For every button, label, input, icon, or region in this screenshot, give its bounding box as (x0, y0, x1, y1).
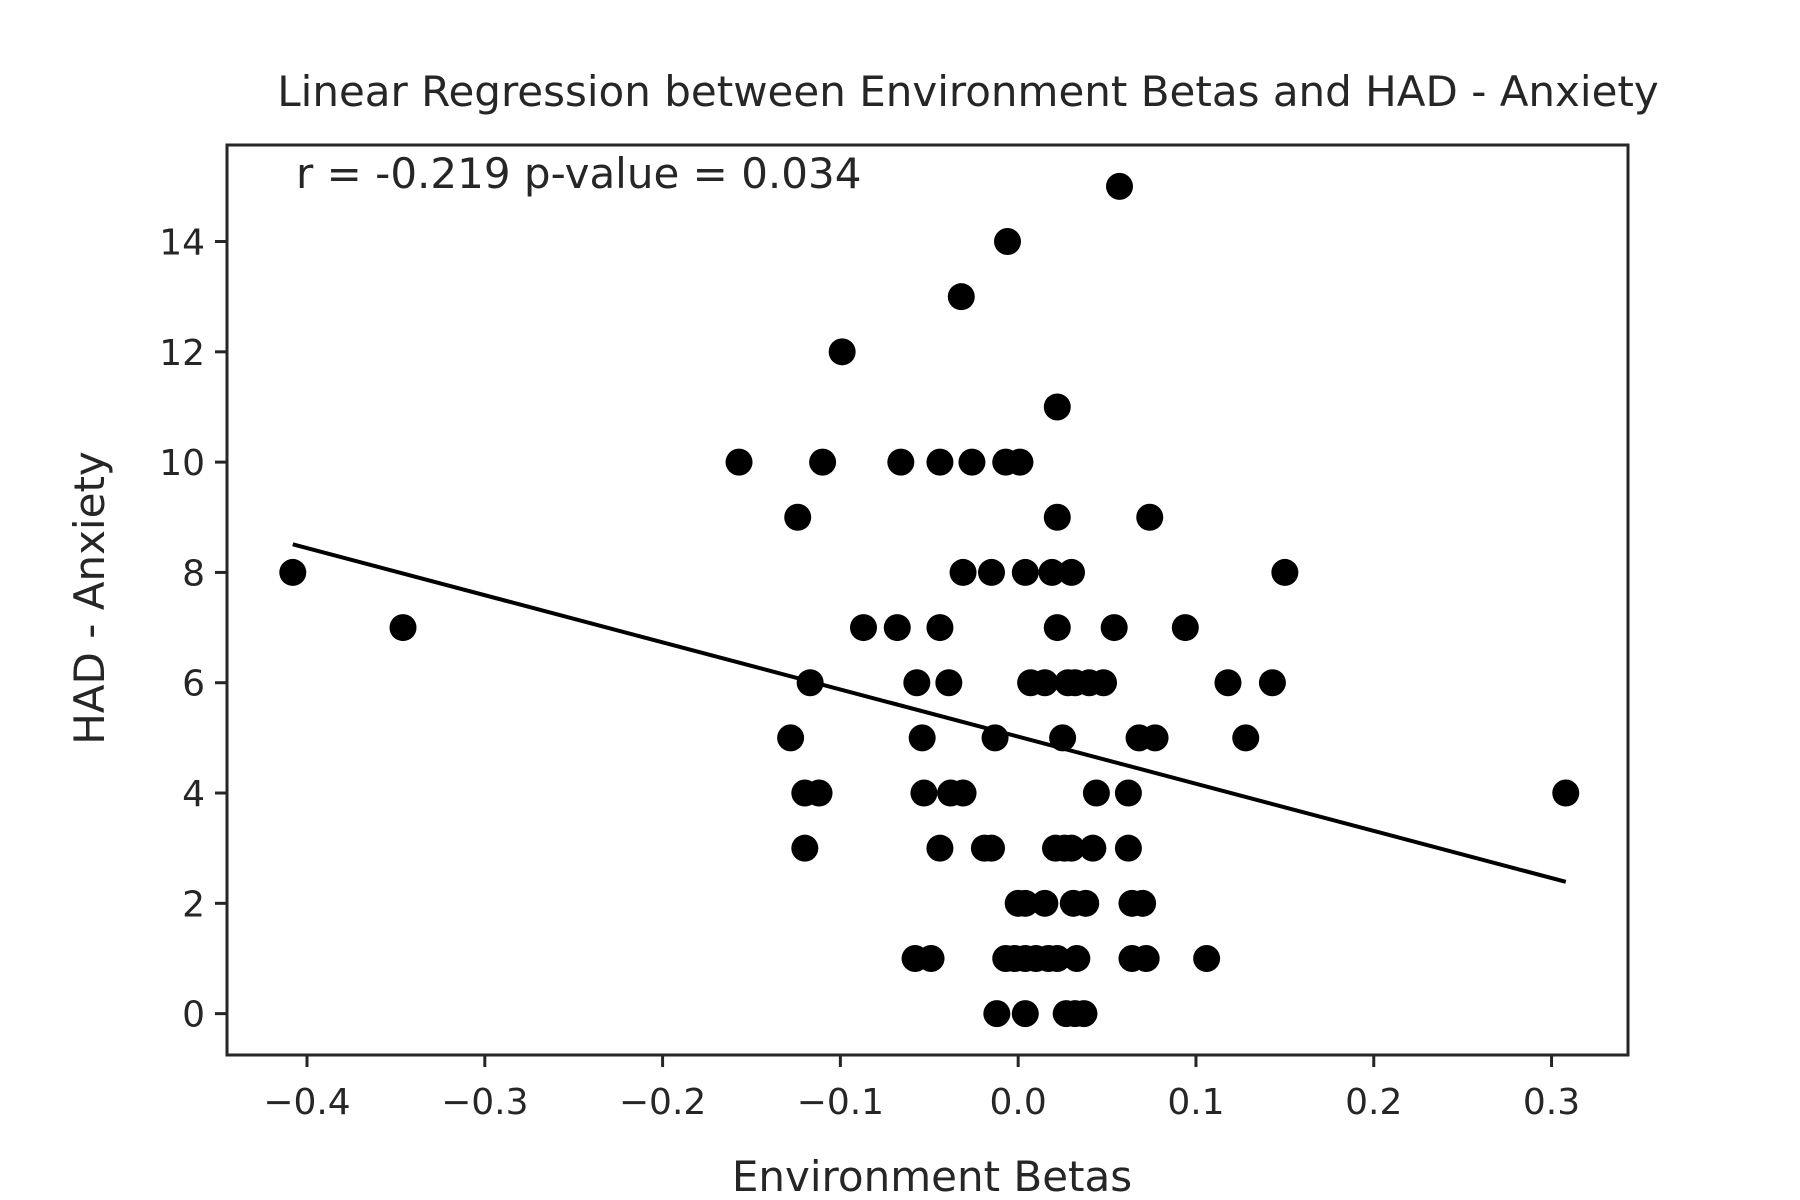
data-point (1114, 834, 1142, 862)
data-point (1058, 558, 1086, 586)
data-point (983, 1000, 1011, 1028)
data-point (1058, 834, 1086, 862)
data-point (994, 228, 1022, 256)
data-point (1049, 724, 1077, 752)
data-point (1031, 889, 1059, 917)
data-point (926, 448, 954, 476)
y-tick-label: 14 (159, 223, 205, 264)
data-point (791, 834, 819, 862)
data-point (883, 614, 911, 642)
data-point (725, 448, 753, 476)
data-point (926, 614, 954, 642)
data-point (1114, 779, 1142, 807)
y-tick-label: 8 (182, 553, 205, 594)
regression-line (292, 542, 1567, 884)
y-tick-label: 12 (159, 333, 205, 374)
data-point (1136, 503, 1164, 531)
data-point (1132, 944, 1160, 972)
data-point (777, 724, 805, 752)
data-point (1006, 448, 1034, 476)
y-axis-label: HAD - Anxiety (65, 451, 114, 745)
y-tick-label: 4 (182, 774, 205, 815)
data-point (910, 779, 938, 807)
x-tick-label: 0.0 (990, 1082, 1047, 1123)
data-point (1141, 724, 1169, 752)
data-point (1031, 669, 1059, 697)
data-point (1043, 614, 1071, 642)
x-tick-label: −0.3 (441, 1082, 528, 1123)
data-point (1011, 558, 1039, 586)
data-point (1082, 779, 1110, 807)
data-point (1271, 558, 1299, 586)
data-point (1063, 944, 1091, 972)
data-point (809, 448, 837, 476)
data-point (1100, 614, 1128, 642)
x-tick-label: 0.2 (1345, 1082, 1402, 1123)
data-point (1090, 669, 1118, 697)
data-point (1011, 1000, 1039, 1028)
x-tick-label: 0.1 (1167, 1082, 1224, 1123)
plot-area: −0.4 −0.3 −0.2 −0.1 0.0 0.1 0.2 0.3 0 2 4 6 8 10 12 14 (159, 143, 1630, 1123)
data-point (1171, 614, 1199, 642)
data-point (949, 558, 977, 586)
data-point (1214, 669, 1242, 697)
data-point (1193, 944, 1221, 972)
data-point (887, 448, 915, 476)
x-tick-label: 0.3 (1523, 1082, 1580, 1123)
x-tick-label: −0.1 (797, 1082, 884, 1123)
data-point (784, 503, 812, 531)
data-point (1552, 779, 1580, 807)
data-point (908, 724, 936, 752)
chart-title: Linear Regression between Environment Be… (277, 67, 1658, 116)
data-point (926, 834, 954, 862)
y-tick-label: 2 (182, 884, 205, 925)
x-tick-label: −0.4 (263, 1082, 350, 1123)
data-point (1079, 834, 1107, 862)
data-point (903, 669, 931, 697)
data-point (1070, 1000, 1098, 1028)
data-point (1106, 172, 1134, 200)
data-point (805, 779, 833, 807)
data-point (1043, 393, 1071, 421)
data-point (828, 338, 856, 366)
data-point (1232, 724, 1260, 752)
data-point (389, 614, 417, 642)
data-point (917, 944, 945, 972)
data-point (981, 724, 1009, 752)
axes-frame (225, 143, 1630, 1057)
data-point (935, 669, 963, 697)
data-point (1011, 889, 1039, 917)
x-axis-label: Environment Betas (732, 1152, 1132, 1200)
data-point (1043, 944, 1071, 972)
data-point (1043, 503, 1071, 531)
data-point (978, 834, 1006, 862)
data-point (1038, 558, 1066, 586)
data-point (958, 448, 986, 476)
x-tick-label: −0.2 (619, 1082, 706, 1123)
data-point (279, 558, 307, 586)
data-point (949, 779, 977, 807)
y-tick-label: 6 (182, 664, 205, 705)
data-point (1129, 889, 1157, 917)
data-point (947, 283, 975, 311)
data-point (1072, 889, 1100, 917)
y-tick-label: 0 (182, 995, 205, 1036)
data-point (978, 558, 1006, 586)
data-point (1258, 669, 1286, 697)
stats-annotation: r = -0.219 p-value = 0.034 (296, 149, 861, 198)
y-tick-label: 10 (159, 443, 205, 484)
data-point (849, 614, 877, 642)
data-point (796, 669, 824, 697)
